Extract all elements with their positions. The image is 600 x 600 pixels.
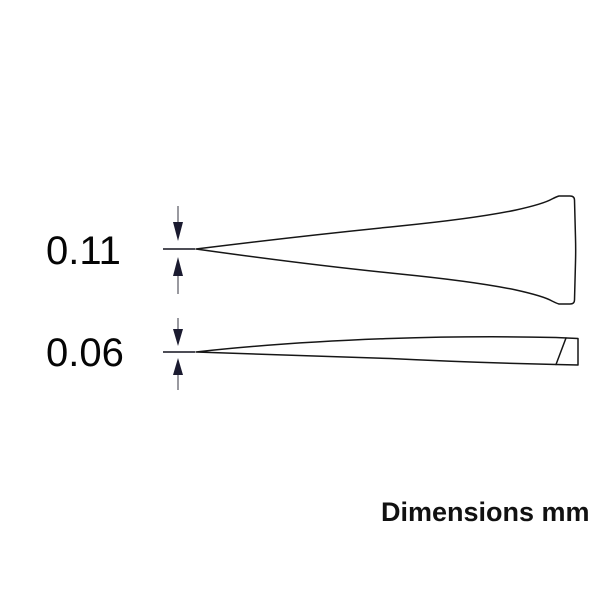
side-view-profile-outline — [195, 336, 579, 366]
units-note: Dimensions mm — [381, 497, 590, 527]
dimension-label-0-06: 0.06 — [46, 331, 124, 375]
arrowhead-up-0-06 — [173, 358, 183, 375]
arrowhead-down-0-11 — [173, 222, 183, 241]
arrowhead-down-0-06 — [173, 329, 183, 346]
top-view-group — [195, 195, 577, 305]
side-view-group — [195, 336, 579, 366]
dimension-marker-0-11: 0.11 — [46, 206, 195, 294]
arrowhead-up-0-11 — [173, 257, 183, 276]
side-view-chamfer-line — [555, 337, 567, 366]
top-view-profile-outline — [195, 195, 577, 305]
dimension-label-0-11: 0.11 — [46, 229, 121, 273]
dimension-marker-0-06: 0.06 — [46, 318, 195, 390]
